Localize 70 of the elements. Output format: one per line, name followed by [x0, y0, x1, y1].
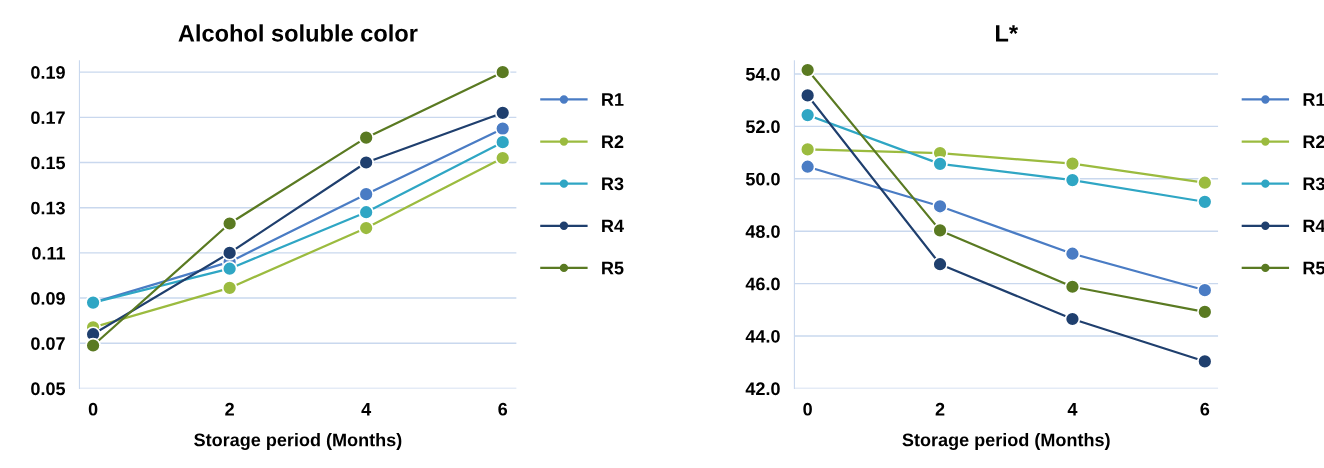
point	[358, 154, 374, 171]
legend-label: R3	[602, 177, 624, 191]
legend-label: R5	[602, 261, 624, 275]
point	[799, 62, 816, 78]
point	[799, 158, 816, 175]
point	[221, 260, 238, 277]
point	[221, 215, 238, 232]
y-tick-label: 54.0	[745, 67, 780, 81]
point	[358, 220, 374, 236]
point	[932, 156, 948, 172]
x-tick-label: 2	[935, 402, 945, 416]
point	[1197, 174, 1213, 191]
legend-label: R1	[602, 93, 624, 106]
point	[494, 120, 511, 137]
chart-title: L*	[996, 25, 1019, 42]
point	[221, 280, 238, 296]
x-tick-label: 6	[498, 402, 508, 416]
legend-label: R1	[1303, 93, 1324, 106]
y-tick-label: 0.11	[32, 246, 66, 260]
x-tick-label: 4	[361, 402, 372, 416]
point	[1197, 353, 1213, 370]
y-tick-label: 0.07	[31, 337, 65, 350]
y-tick-label: 46.0	[745, 277, 780, 291]
x-tick-label: 2	[225, 402, 234, 416]
point	[1197, 194, 1213, 210]
y-tick-label: 0.05	[31, 382, 66, 396]
y-tick-label: 50.0	[745, 172, 780, 186]
y-tick-label: 0.19	[31, 66, 65, 79]
x-tick-label: 0	[803, 402, 812, 416]
point	[1197, 282, 1213, 298]
point	[932, 198, 948, 215]
point	[494, 134, 511, 150]
y-tick-label: 52.0	[745, 120, 780, 134]
y-tick-label: 44.0	[745, 329, 780, 343]
point	[932, 222, 948, 239]
point	[799, 107, 816, 123]
point	[932, 256, 948, 272]
x-tick-label: 6	[1200, 402, 1210, 416]
point	[1064, 155, 1081, 172]
point	[494, 64, 511, 80]
legend-label: R2	[1303, 135, 1324, 148]
legend-label: R2	[602, 135, 624, 148]
x-tick-label: 0	[88, 402, 98, 416]
legend-label: R3	[1303, 177, 1324, 191]
legend-label: R5	[1303, 261, 1324, 275]
point	[1064, 311, 1081, 327]
point	[1064, 245, 1081, 262]
point	[799, 87, 816, 104]
y-tick-label: 0.13	[31, 201, 65, 215]
y-tick-label: 48.0	[745, 225, 780, 238]
point	[1064, 278, 1081, 295]
y-tick-label: 42.0	[745, 382, 780, 396]
x-tick-label: 4	[1067, 402, 1078, 416]
point	[85, 337, 101, 354]
chart-title: Alcohol soluble color	[178, 24, 418, 42]
y-tick-label: 0.17	[31, 111, 65, 125]
x-axis-title: Storage period (Months)	[194, 433, 402, 450]
x-axis-title: Storage period (Months)	[902, 433, 1110, 450]
point	[358, 129, 374, 146]
y-tick-label: 0.15	[31, 156, 66, 170]
legend-label: R4	[602, 219, 624, 233]
point	[494, 150, 511, 166]
point	[358, 186, 374, 202]
point	[494, 105, 511, 121]
point	[358, 204, 374, 220]
point	[1064, 172, 1081, 188]
y-tick-label: 0.09	[31, 292, 65, 305]
point	[1197, 304, 1213, 320]
point	[221, 245, 238, 261]
point	[799, 141, 816, 158]
